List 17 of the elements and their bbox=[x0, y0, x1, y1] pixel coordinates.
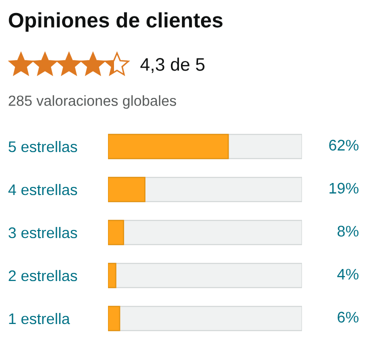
data-label: 19% bbox=[330, 182, 358, 194]
y-tick-label: 5 estrellas bbox=[8, 140, 78, 152]
bar bbox=[108, 306, 120, 332]
y-tick-label: 3 estrellas bbox=[8, 226, 78, 238]
text: 285 valoraciones globales bbox=[8, 95, 176, 109]
data-label: 4% bbox=[337, 268, 358, 280]
chart-subtitle: 4,3 de 5 bbox=[140, 58, 204, 73]
bar bbox=[108, 220, 124, 246]
y-tick-label: 4 estrellas bbox=[8, 184, 78, 196]
y-tick-label: 2 estrellas bbox=[8, 270, 78, 282]
bar bbox=[108, 262, 116, 288]
data-label: 8% bbox=[338, 226, 358, 237]
chart-title: Opiniones de clientes bbox=[8, 12, 222, 32]
y-tick-label: 1 estrella bbox=[9, 312, 70, 324]
data-label: 6% bbox=[338, 312, 358, 323]
bar bbox=[108, 176, 146, 202]
data-label: 62% bbox=[329, 140, 358, 151]
